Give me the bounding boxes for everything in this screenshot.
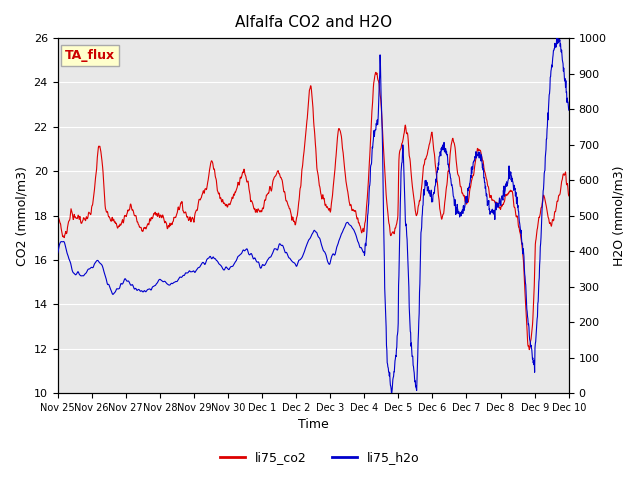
- Y-axis label: H2O (mmol/m3): H2O (mmol/m3): [612, 166, 625, 266]
- X-axis label: Time: Time: [298, 419, 328, 432]
- Y-axis label: CO2 (mmol/m3): CO2 (mmol/m3): [15, 166, 28, 265]
- Legend: li75_co2, li75_h2o: li75_co2, li75_h2o: [215, 446, 425, 469]
- Title: Alfalfa CO2 and H2O: Alfalfa CO2 and H2O: [235, 15, 392, 30]
- Text: TA_flux: TA_flux: [65, 49, 115, 62]
